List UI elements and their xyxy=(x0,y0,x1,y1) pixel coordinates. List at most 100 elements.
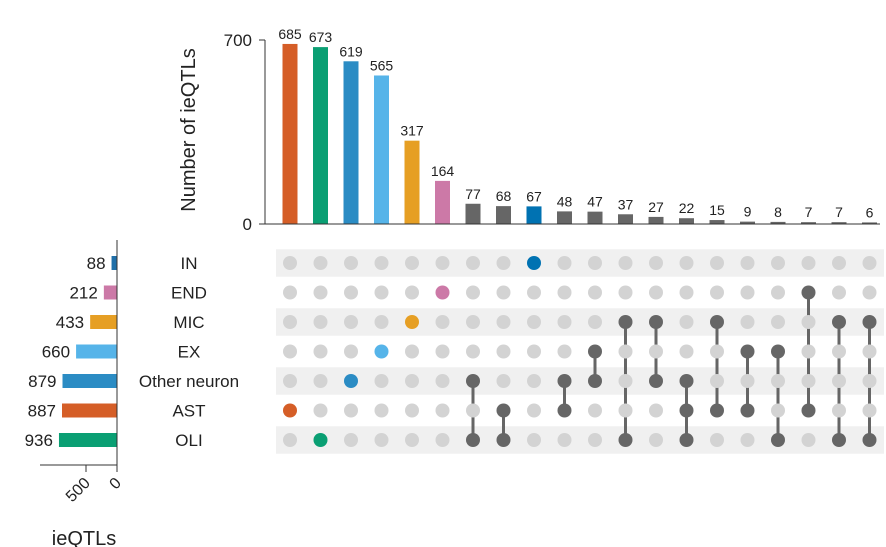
matrix-dot-inactive xyxy=(832,403,846,418)
matrix-dot-inactive xyxy=(618,374,633,388)
matrix-dot-active xyxy=(649,315,663,329)
matrix-dot-inactive xyxy=(710,256,724,270)
matrix-dot-inactive xyxy=(496,285,511,300)
intersection-bar xyxy=(618,214,633,224)
set-name-ex: EX xyxy=(178,343,201,362)
matrix-dot-active xyxy=(283,403,297,418)
intersection-bar xyxy=(526,206,542,224)
set-size-tick-label: 500 xyxy=(63,475,94,506)
intersection-value-label: 67 xyxy=(526,188,542,204)
set-size-label-in: 88 xyxy=(87,254,106,273)
matrix-dot-inactive xyxy=(374,374,389,388)
matrix-dot-inactive xyxy=(771,403,785,418)
matrix-dot-inactive xyxy=(649,256,663,270)
intersection-value-label: 7 xyxy=(805,204,813,220)
matrix-dot-inactive xyxy=(557,315,572,329)
matrix-dot-inactive xyxy=(496,374,511,388)
set-size-label-ex: 660 xyxy=(42,343,70,362)
matrix-dot-inactive xyxy=(740,315,755,329)
matrix-dot-inactive xyxy=(588,285,602,300)
matrix-dot-inactive xyxy=(405,285,419,300)
matrix-dot-inactive xyxy=(771,374,785,388)
set-name-ast: AST xyxy=(172,402,205,421)
intersection-y-axis: 0 700 Number of ieQTLs xyxy=(178,31,880,234)
intersection-value-label: 9 xyxy=(744,204,752,220)
intersection-bar xyxy=(770,221,786,224)
matrix-dot-active xyxy=(435,285,450,300)
matrix-dot-active xyxy=(405,315,419,329)
intersection-bar xyxy=(465,203,481,224)
matrix-dot-inactive xyxy=(344,403,358,418)
intersection-value-label: 22 xyxy=(679,200,695,216)
intersection-value-label: 673 xyxy=(309,29,333,45)
intersection-value-label: 6 xyxy=(866,204,874,220)
intersection-value-label: 317 xyxy=(400,123,424,139)
matrix-dot-inactive xyxy=(801,256,816,270)
matrix-dot-inactive xyxy=(435,256,450,270)
matrix-dot-active xyxy=(618,433,633,447)
matrix-dot-inactive xyxy=(588,315,602,329)
matrix-dot-inactive xyxy=(801,374,816,388)
set-size-label-end: 212 xyxy=(69,284,97,303)
set-size-tick-label: 0 xyxy=(107,475,125,493)
intersection-bar xyxy=(801,222,816,224)
set-size-label-other-neuron: 879 xyxy=(28,372,56,391)
matrix-dot-active xyxy=(313,433,328,447)
y-tick-label: 0 xyxy=(243,215,252,234)
matrix-dot-inactive xyxy=(862,374,877,388)
set-name-mic: MIC xyxy=(173,313,204,332)
stripe-oli xyxy=(276,426,884,454)
intersection-bar xyxy=(374,75,389,224)
matrix-dot-inactive xyxy=(405,344,419,359)
matrix-dot-inactive xyxy=(557,433,572,447)
matrix-dot-inactive xyxy=(435,374,450,388)
matrix-dot-inactive xyxy=(588,403,602,418)
intersection-bars xyxy=(282,43,877,225)
intersection-value-label: 15 xyxy=(709,202,725,218)
matrix-dot-inactive xyxy=(679,344,694,359)
matrix-dot-active xyxy=(679,403,694,418)
matrix-stripes xyxy=(276,249,884,454)
matrix-dot-inactive xyxy=(435,344,450,359)
intersection-value-label: 619 xyxy=(339,43,363,59)
matrix-dot-active xyxy=(771,344,785,359)
matrix-dot-inactive xyxy=(344,344,358,359)
matrix-dot-active xyxy=(862,433,877,447)
matrix-dot-inactive xyxy=(527,344,541,359)
matrix-dot-inactive xyxy=(771,285,785,300)
intersection-value-label: 8 xyxy=(774,204,782,220)
matrix-dot-inactive xyxy=(710,433,724,447)
matrix-dot-inactive xyxy=(466,403,480,418)
matrix-dot-inactive xyxy=(557,256,572,270)
intersection-value-label: 164 xyxy=(431,163,455,179)
matrix-dot-inactive xyxy=(801,433,816,447)
matrix-dot-inactive xyxy=(283,285,297,300)
matrix-dot-inactive xyxy=(313,315,328,329)
matrix-dot-inactive xyxy=(527,374,541,388)
matrix-dot-inactive xyxy=(740,374,755,388)
matrix-dot-inactive xyxy=(313,403,328,418)
matrix-dot-inactive xyxy=(527,285,541,300)
matrix-dot-inactive xyxy=(710,285,724,300)
matrix-dot-inactive xyxy=(374,433,389,447)
matrix-dot-inactive xyxy=(862,256,877,270)
intersection-bar xyxy=(557,211,572,224)
matrix-dot-active xyxy=(679,433,694,447)
matrix-dot-inactive xyxy=(649,285,663,300)
matrix-dot-active xyxy=(344,374,358,388)
matrix-dot-inactive xyxy=(740,285,755,300)
set-size-bar-ast xyxy=(62,403,117,418)
intersection-value-label: 48 xyxy=(557,193,573,209)
matrix-dot-active xyxy=(649,374,663,388)
matrix-dot-active xyxy=(740,344,755,359)
matrix-dot-inactive xyxy=(771,256,785,270)
intersection-value-label: 47 xyxy=(587,194,603,210)
matrix-dot-inactive xyxy=(405,403,419,418)
intersection-bar xyxy=(709,220,725,224)
matrix-dot-inactive xyxy=(466,285,480,300)
intersection-bar xyxy=(648,216,664,224)
matrix-dot-inactive xyxy=(618,285,633,300)
matrix-dot-inactive xyxy=(405,256,419,270)
